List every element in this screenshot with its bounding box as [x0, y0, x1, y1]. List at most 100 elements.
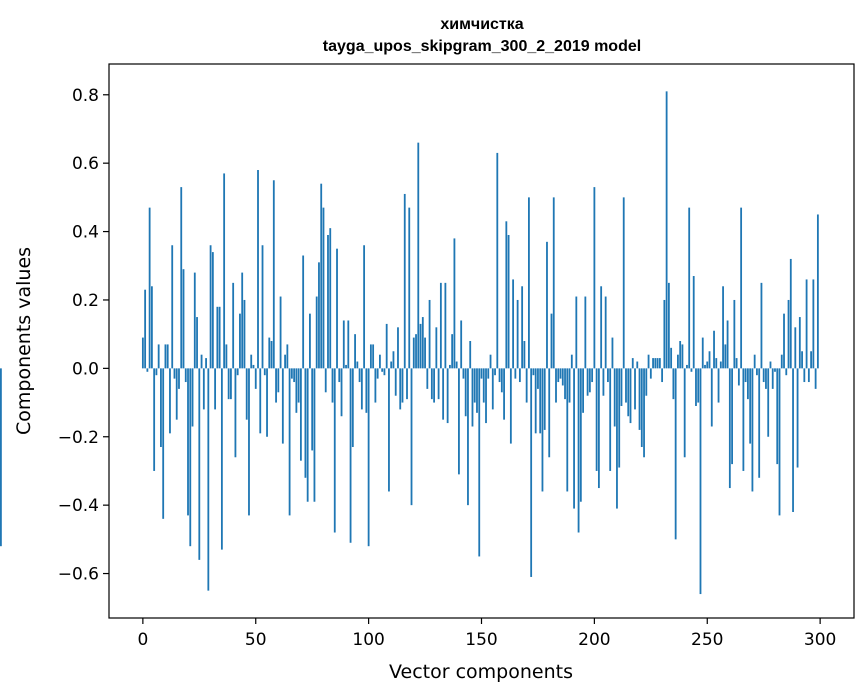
bar	[622, 197, 625, 369]
bar	[383, 368, 386, 376]
bar	[345, 364, 347, 369]
x-axis-ticks: 0 50 100 150 200 250 300	[137, 618, 836, 650]
bar	[604, 296, 607, 369]
bar	[566, 368, 569, 492]
bar	[496, 152, 499, 369]
bar	[426, 368, 429, 389]
bar	[690, 368, 693, 372]
bar	[670, 347, 673, 369]
bar	[342, 320, 345, 369]
bar	[446, 368, 449, 424]
bar	[146, 368, 149, 372]
bar	[541, 368, 544, 492]
bar	[796, 368, 799, 468]
bar	[740, 207, 743, 369]
bar	[731, 368, 733, 465]
bar	[0, 368, 2, 547]
bar	[737, 368, 740, 386]
bar	[288, 368, 291, 516]
y-tick-label: 0.8	[72, 86, 99, 106]
bar	[548, 368, 551, 458]
bar	[555, 368, 557, 403]
bar	[141, 337, 144, 369]
bar	[417, 142, 420, 369]
bar	[270, 341, 273, 369]
bar	[543, 368, 546, 430]
bar	[302, 255, 305, 369]
bar	[699, 368, 702, 595]
bar	[467, 368, 469, 506]
y-tick-label: −0.4	[58, 496, 99, 516]
bar	[155, 368, 158, 376]
bar	[290, 368, 293, 379]
bar	[299, 368, 302, 461]
bar	[374, 368, 377, 403]
bar	[360, 368, 363, 410]
bar	[733, 299, 736, 369]
bar	[774, 368, 776, 372]
bar	[681, 344, 684, 369]
bar	[379, 354, 381, 369]
bar	[654, 358, 657, 369]
bar	[706, 361, 709, 369]
bar	[236, 368, 239, 376]
bar	[719, 361, 722, 369]
bar	[254, 368, 257, 389]
bar	[787, 299, 790, 369]
bar	[286, 344, 289, 369]
bar	[778, 368, 781, 516]
bar	[439, 282, 442, 369]
bar	[153, 368, 156, 471]
chart-subtitle: tayga_upos_skipgram_300_2_2019 model	[323, 38, 641, 55]
bar	[225, 344, 228, 369]
x-tick-label: 150	[465, 630, 497, 650]
bar	[471, 368, 474, 427]
bar	[390, 361, 393, 369]
bar	[478, 368, 481, 557]
bar	[783, 313, 785, 369]
bar	[753, 354, 756, 369]
bar	[586, 368, 589, 396]
bar	[162, 368, 165, 519]
bar	[333, 368, 336, 533]
bar	[491, 368, 494, 410]
bar	[780, 354, 783, 369]
bar	[638, 368, 641, 430]
bar	[697, 368, 700, 403]
bar	[252, 364, 255, 369]
x-tick-label: 100	[352, 630, 384, 650]
bar	[187, 368, 189, 516]
bar	[595, 368, 598, 471]
bar	[281, 368, 284, 444]
bar	[708, 351, 711, 369]
y-tick-label: 0.4	[72, 223, 99, 243]
bar	[532, 368, 535, 376]
bar	[552, 197, 555, 369]
bar	[618, 368, 621, 468]
bar	[455, 361, 458, 369]
bar	[573, 368, 575, 509]
bar	[207, 368, 210, 591]
bar	[798, 317, 801, 369]
bar	[568, 368, 571, 403]
bar	[807, 368, 810, 383]
bar	[500, 368, 503, 393]
bar	[415, 334, 417, 369]
bar	[625, 368, 627, 403]
bar	[812, 279, 815, 369]
bar	[498, 368, 501, 383]
bar	[742, 368, 745, 471]
bar	[340, 368, 343, 417]
bar	[577, 368, 580, 533]
bar	[180, 187, 183, 369]
bar	[613, 368, 616, 427]
bar	[148, 207, 151, 369]
bar	[679, 341, 682, 369]
bar	[485, 368, 487, 424]
bar	[665, 91, 668, 369]
bar	[462, 368, 465, 379]
bar	[284, 354, 286, 369]
y-tick-label: 0.0	[72, 359, 99, 379]
